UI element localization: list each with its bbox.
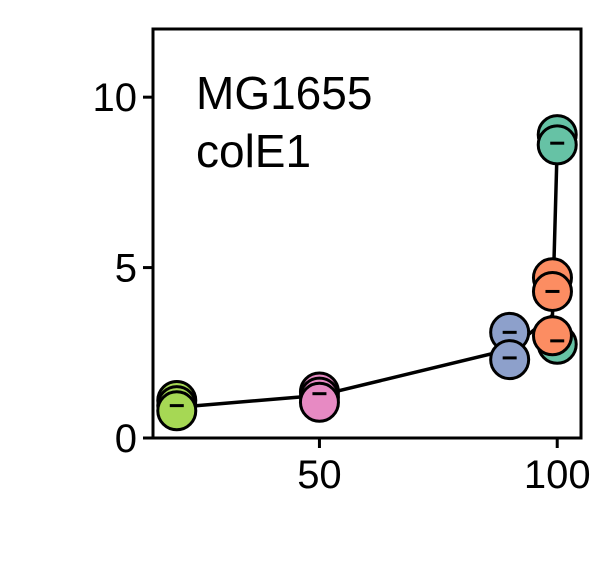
x-tick-label-0: 50 — [297, 453, 342, 497]
y-tick-label-2: 10 — [93, 76, 138, 120]
annotation-line-1: MG1655 — [196, 67, 372, 119]
chart-marks — [156, 114, 578, 432]
annotation-line-2: colE1 — [196, 125, 311, 177]
data-point-2 — [156, 390, 198, 432]
y-tick-label-1: 5 — [115, 247, 137, 291]
x-tick-label-1: 100 — [524, 453, 591, 497]
y-tick-label-0: 0 — [115, 417, 137, 461]
chart-ticks: 50 100 0 5 10 — [93, 76, 591, 497]
plot-frame — [151, 27, 583, 440]
data-point-5 — [298, 381, 340, 423]
data-point-7 — [489, 339, 531, 381]
data-point-9 — [536, 124, 578, 166]
data-point-13 — [531, 315, 573, 357]
